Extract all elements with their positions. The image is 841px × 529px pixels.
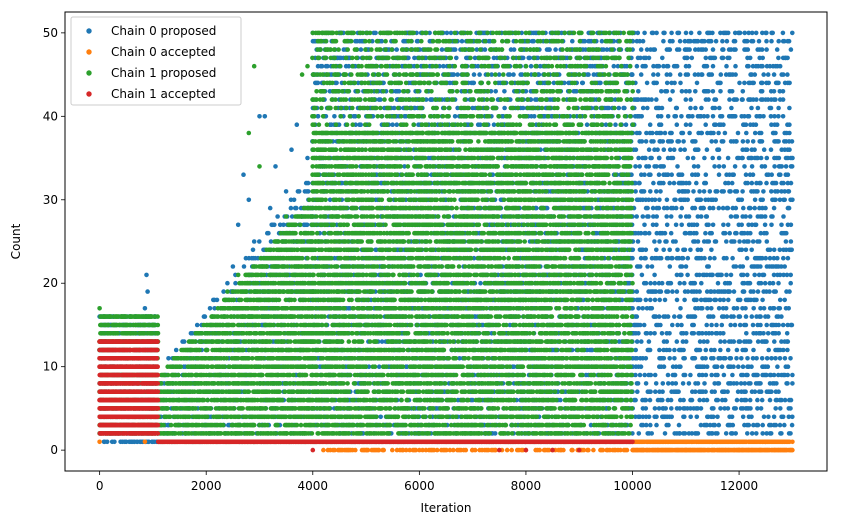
chain-0-proposed-point bbox=[104, 439, 110, 445]
chain-0-proposed-point bbox=[547, 47, 552, 52]
chain-0-proposed-point bbox=[181, 339, 187, 344]
chain-0-proposed-point bbox=[390, 122, 395, 127]
chain-0-proposed-point bbox=[202, 314, 208, 319]
chain-0-proposed-point bbox=[241, 264, 247, 269]
chain-0-proposed-point bbox=[570, 38, 575, 44]
chain-0-proposed-point bbox=[520, 55, 526, 61]
chain-0-proposed-point bbox=[306, 189, 311, 194]
chain-0-proposed-point bbox=[225, 280, 230, 286]
chain-0-proposed-point bbox=[378, 97, 383, 102]
chain-0-proposed-point bbox=[471, 72, 477, 77]
chain-0-proposed-point bbox=[296, 189, 302, 194]
chain-0-proposed-point bbox=[358, 47, 364, 52]
chain-0-proposed-point bbox=[214, 297, 220, 303]
chain-0-proposed-point bbox=[250, 247, 256, 253]
chain-0-proposed-point bbox=[332, 114, 337, 119]
chain-0-proposed-point bbox=[454, 55, 459, 61]
chain-0-proposed-point bbox=[439, 47, 445, 52]
chain-0-proposed-point bbox=[272, 222, 277, 228]
chain-0-proposed-point bbox=[511, 72, 516, 77]
chain-0-proposed-point bbox=[580, 80, 586, 86]
chain-0-proposed-point bbox=[478, 280, 483, 286]
chain-0-proposed-point bbox=[305, 180, 311, 186]
chain-0-proposed-point bbox=[266, 230, 271, 236]
chain-0-proposed-point bbox=[511, 47, 517, 52]
chain-0-proposed-point bbox=[493, 89, 499, 94]
chain-0-proposed-point bbox=[173, 347, 179, 353]
chain-0-proposed-point bbox=[532, 114, 537, 119]
chain-0-proposed-point bbox=[558, 397, 563, 403]
chain-0-proposed-point bbox=[334, 80, 339, 86]
chain-0-proposed-point bbox=[275, 214, 280, 219]
chain-0-proposed-point bbox=[221, 289, 226, 294]
chain-0-proposed-point bbox=[502, 105, 507, 111]
chain-0-proposed-point bbox=[194, 322, 200, 328]
chain-0-proposed-point bbox=[528, 63, 534, 69]
chain-0-proposed-point bbox=[502, 89, 507, 94]
chain-0-proposed-point bbox=[166, 356, 171, 361]
points-layer bbox=[97, 30, 795, 453]
chain-0-proposed-point bbox=[212, 306, 217, 311]
chain-0-proposed-point bbox=[304, 222, 310, 228]
chain-0-proposed-point bbox=[455, 72, 460, 77]
chain-0-proposed-point bbox=[531, 38, 536, 44]
chain-0-proposed-point bbox=[444, 30, 450, 36]
chain-0-proposed-point bbox=[112, 439, 117, 445]
chain-0-proposed-point bbox=[294, 205, 299, 211]
chain-0-proposed-point bbox=[373, 30, 378, 36]
chain-0-proposed-point bbox=[394, 122, 400, 127]
chain-0-proposed-point bbox=[288, 205, 294, 211]
chain-0-proposed-point bbox=[358, 122, 364, 127]
chain-0-proposed-point bbox=[452, 47, 458, 52]
chain-0-proposed-point bbox=[477, 72, 482, 77]
chain-0-proposed-point bbox=[257, 239, 262, 244]
chain-0-proposed-point bbox=[207, 306, 213, 311]
chain-0-proposed-point bbox=[471, 80, 477, 86]
chain-0-proposed-point bbox=[492, 431, 498, 436]
chain-0-proposed-point bbox=[233, 280, 238, 286]
chain-0-proposed-point bbox=[146, 439, 152, 445]
chain-0-proposed-point bbox=[553, 47, 558, 52]
chain-0-proposed-point bbox=[291, 197, 297, 203]
chain-0-proposed-point bbox=[482, 47, 488, 52]
chain-0-proposed-point bbox=[315, 80, 321, 86]
chain-0-proposed-point bbox=[378, 414, 384, 420]
chain-0-proposed-point bbox=[586, 72, 591, 77]
chain-0-proposed-point bbox=[584, 122, 590, 127]
chain-0-proposed-point bbox=[396, 89, 402, 94]
chain-0-proposed-point bbox=[452, 114, 458, 119]
chain-0-proposed-point bbox=[394, 47, 400, 52]
chain-0-proposed-point bbox=[598, 80, 603, 86]
